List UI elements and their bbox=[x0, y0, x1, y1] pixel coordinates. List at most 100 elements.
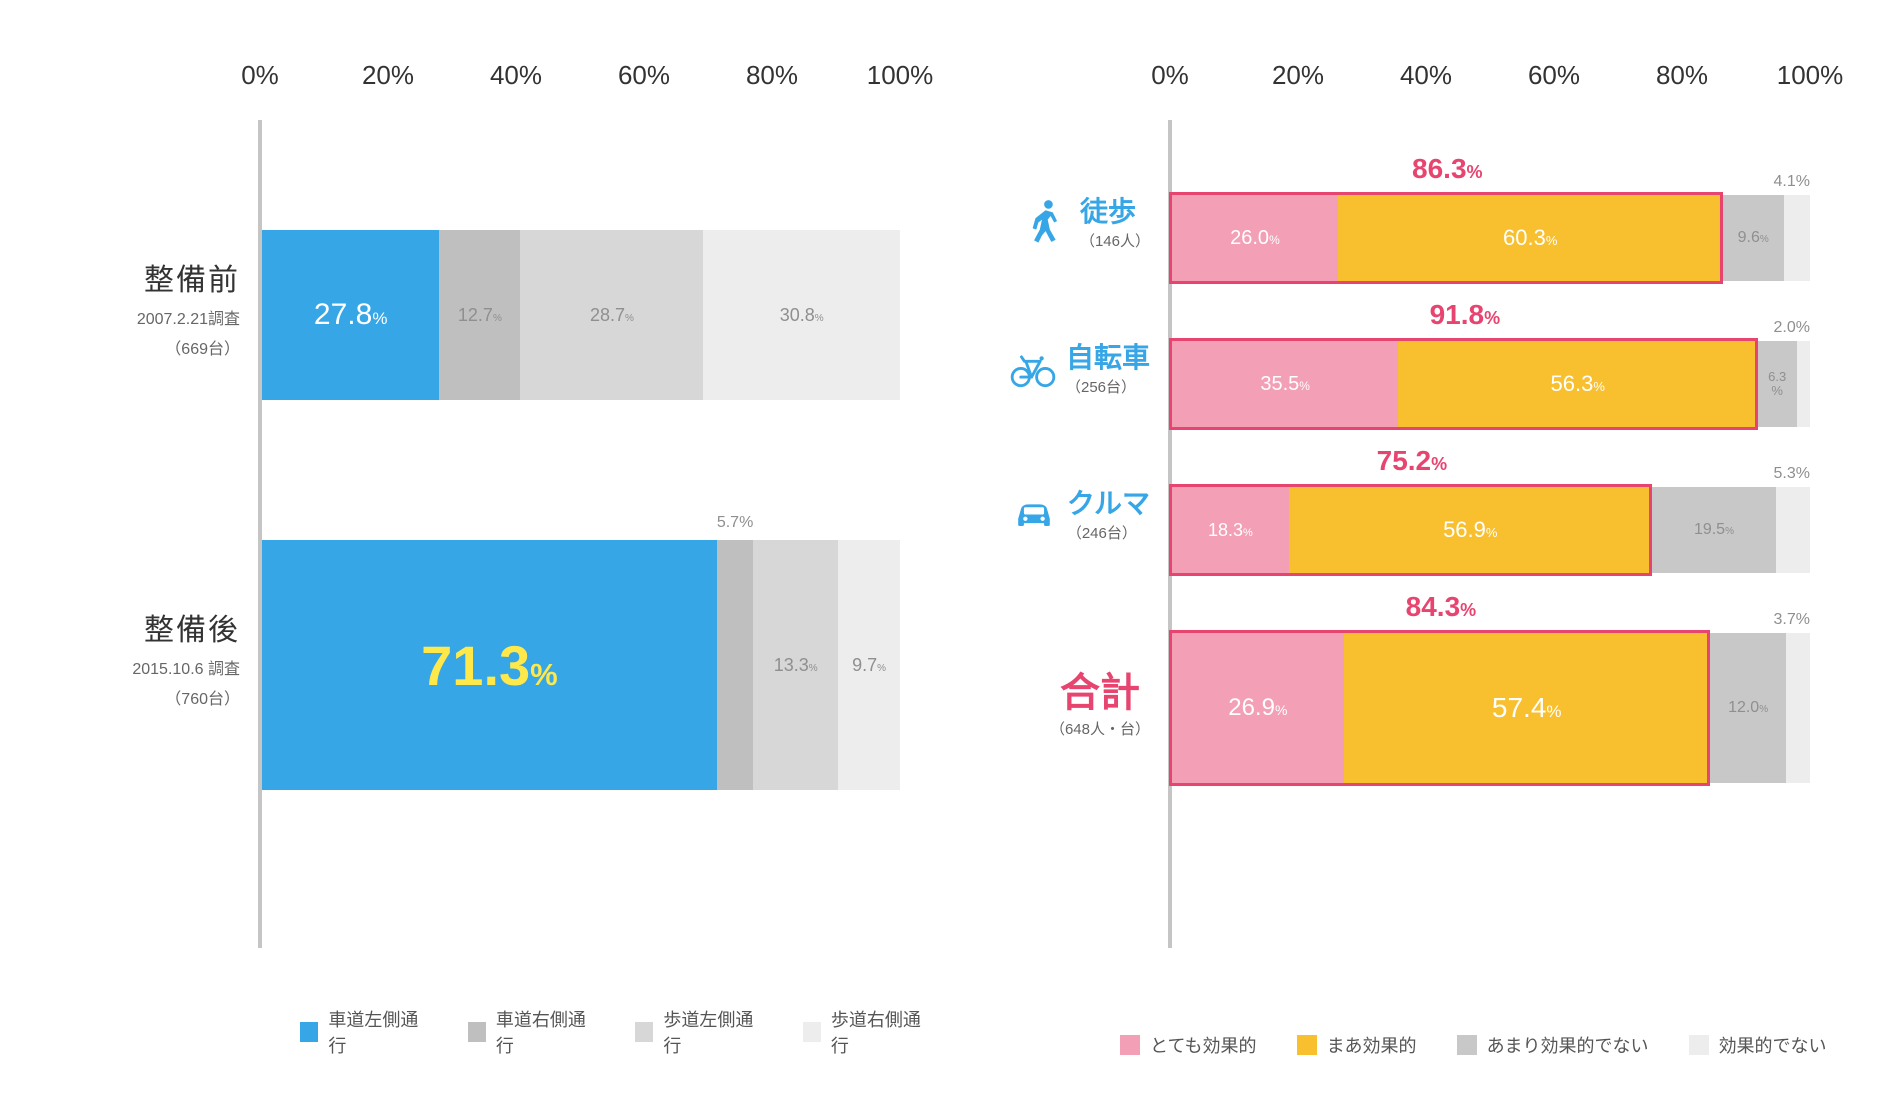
legend-item: 車道右側通行 bbox=[468, 1006, 596, 1058]
left-axis: 0% 20% 40% 60% 80% 100% bbox=[260, 60, 900, 100]
bar-segment: 18.3% bbox=[1172, 487, 1289, 573]
segment-value: 57.4% bbox=[1492, 692, 1562, 724]
segment-value: 30.8% bbox=[780, 305, 824, 326]
right-plot-area: 86.3%4.1%26.0%60.3%9.6%91.8%2.0%35.5%56.… bbox=[1172, 140, 1810, 928]
segment-value: 26.0% bbox=[1230, 227, 1280, 250]
segment-external-label: 4.1% bbox=[1774, 173, 1810, 191]
axis-tick: 40% bbox=[490, 60, 542, 91]
legend-label: とても効果的 bbox=[1150, 1032, 1257, 1058]
right-row-label: クルマ（246台） bbox=[960, 482, 1150, 543]
legend-item: 歩道左側通行 bbox=[635, 1006, 763, 1058]
highlight-percentage: 86.3% bbox=[1412, 153, 1483, 185]
axis-tick: 20% bbox=[362, 60, 414, 91]
legend-label: 歩道右側通行 bbox=[831, 1006, 930, 1058]
axis-tick: 0% bbox=[1151, 60, 1189, 91]
axis-tick: 100% bbox=[867, 60, 934, 91]
bar-segment bbox=[1776, 487, 1810, 573]
axis-tick: 80% bbox=[1656, 60, 1708, 91]
bike-icon bbox=[1010, 344, 1056, 390]
legend-label: 車道左側通行 bbox=[328, 1006, 427, 1058]
left-row-label: 整備前 2007.2.21調査 （669台） bbox=[50, 255, 240, 359]
legend-item: あまり効果的でない bbox=[1457, 1032, 1649, 1058]
segment-value: 71.3% bbox=[421, 633, 558, 698]
legend-label: 車道右側通行 bbox=[496, 1006, 595, 1058]
row-sub: 2007.2.21調査 bbox=[50, 305, 240, 329]
segment-value: 60.3% bbox=[1503, 225, 1557, 251]
bar-segment: 28.7% bbox=[520, 230, 703, 400]
segment-value: 35.5% bbox=[1260, 373, 1310, 396]
row-sub: （669台） bbox=[50, 335, 240, 359]
legend-swatch bbox=[468, 1022, 486, 1042]
segment-value: 9.7% bbox=[852, 655, 886, 676]
bar-segment: 27.8% bbox=[262, 230, 439, 400]
right-legend: とても効果的 まあ効果的 あまり効果的でない 効果的でない bbox=[1120, 1032, 1827, 1058]
segment-external-label: 3.7% bbox=[1774, 611, 1810, 629]
legend-label: まあ効果的 bbox=[1327, 1032, 1417, 1058]
legend-item: 効果的でない bbox=[1689, 1032, 1827, 1058]
row-sub: （256台） bbox=[1066, 376, 1150, 397]
right-row-label: 合計（648人・台） bbox=[960, 660, 1150, 739]
legend-label: 効果的でない bbox=[1719, 1032, 1827, 1058]
left-legend: 車道左側通行 車道右側通行 歩道左側通行 歩道右側通行 bbox=[300, 1006, 930, 1058]
right-row-label: 徒歩（146人） bbox=[960, 190, 1150, 251]
row-title: 整備前 bbox=[50, 255, 240, 299]
axis-tick: 40% bbox=[1400, 60, 1452, 91]
row-sub: （246台） bbox=[1067, 522, 1150, 543]
highlight-percentage: 84.3% bbox=[1406, 591, 1477, 623]
legend-item: とても効果的 bbox=[1120, 1032, 1257, 1058]
stacked-bar: 35.5%56.3%6.3% bbox=[1172, 341, 1810, 427]
legend-swatch bbox=[1120, 1035, 1140, 1055]
bar-segment: 19.5% bbox=[1652, 487, 1776, 573]
bar-segment bbox=[717, 540, 753, 790]
axis-tick: 0% bbox=[241, 60, 279, 91]
right-row-label: 自転車（256台） bbox=[960, 336, 1150, 397]
bar-segment: 56.9% bbox=[1289, 487, 1652, 573]
row-sub: （760台） bbox=[50, 685, 240, 709]
axis-tick: 20% bbox=[1272, 60, 1324, 91]
segment-external-label: 5.7% bbox=[717, 514, 753, 532]
stacked-bar: 26.0%60.3%9.6% bbox=[1172, 195, 1810, 281]
legend-label: あまり効果的でない bbox=[1487, 1032, 1649, 1058]
left-plot-area: 27.8% 12.7%28.7% 30.8% 71.3% 13.3% 9.7% 5.7% bbox=[262, 140, 900, 928]
segment-value: 19.5% bbox=[1694, 521, 1734, 539]
row-sub: 2015.10.6 調査 bbox=[50, 655, 240, 679]
bar-segment: 30.8% bbox=[703, 230, 900, 400]
segment-external-label: 5.3% bbox=[1774, 465, 1810, 483]
highlight-percentage: 91.8% bbox=[1430, 299, 1501, 331]
segment-value: 13.3% bbox=[774, 655, 818, 676]
right-chart: 0% 20% 40% 60% 80% 100% 86.3%4.1%26.0%60… bbox=[950, 60, 1840, 1068]
row-title: 自転車 bbox=[1066, 336, 1150, 376]
row-title: 整備後 bbox=[50, 605, 240, 649]
walk-icon bbox=[1024, 198, 1070, 244]
bar-segment: 26.0% bbox=[1172, 195, 1338, 281]
legend-swatch bbox=[803, 1022, 821, 1042]
car-icon bbox=[1011, 490, 1057, 536]
bar-segment: 9.7% bbox=[838, 540, 900, 790]
bar-segment: 57.4% bbox=[1344, 633, 1710, 783]
legend-swatch bbox=[1689, 1035, 1709, 1055]
bar-segment: 56.3% bbox=[1398, 341, 1757, 427]
legend-swatch bbox=[1297, 1035, 1317, 1055]
legend-item: まあ効果的 bbox=[1297, 1032, 1417, 1058]
stacked-bar: 27.8% 12.7%28.7% 30.8% bbox=[262, 230, 900, 400]
row-sub: （648人・台） bbox=[1050, 718, 1150, 739]
bar-segment: 26.9% bbox=[1172, 633, 1344, 783]
row-title: クルマ bbox=[1067, 482, 1150, 522]
legend-label: 歩道左側通行 bbox=[663, 1006, 762, 1058]
row-title: 合計 bbox=[1050, 660, 1150, 718]
bar-segment: 12.7% bbox=[439, 230, 520, 400]
legend-item: 歩道右側通行 bbox=[803, 1006, 931, 1058]
axis-tick: 100% bbox=[1777, 60, 1844, 91]
bar-segment: 60.3% bbox=[1338, 195, 1723, 281]
segment-value: 56.9% bbox=[1443, 517, 1497, 543]
segment-value: 26.9% bbox=[1228, 694, 1287, 722]
left-row-label: 整備後 2015.10.6 調査 （760台） bbox=[50, 605, 240, 709]
bar-segment: 12.0% bbox=[1710, 633, 1787, 783]
bar-segment: 71.3% bbox=[262, 540, 717, 790]
left-chart: 0% 20% 40% 60% 80% 100% 27.8% 12.7%28.7% 3… bbox=[40, 60, 930, 1068]
segment-value: 27.8% bbox=[314, 298, 388, 332]
segment-value: 18.3% bbox=[1208, 520, 1253, 541]
stacked-bar: 71.3% 13.3% 9.7% bbox=[262, 540, 900, 790]
stacked-bar: 26.9% 57.4% 12.0% bbox=[1172, 633, 1810, 783]
row-sub: （146人） bbox=[1080, 230, 1150, 251]
